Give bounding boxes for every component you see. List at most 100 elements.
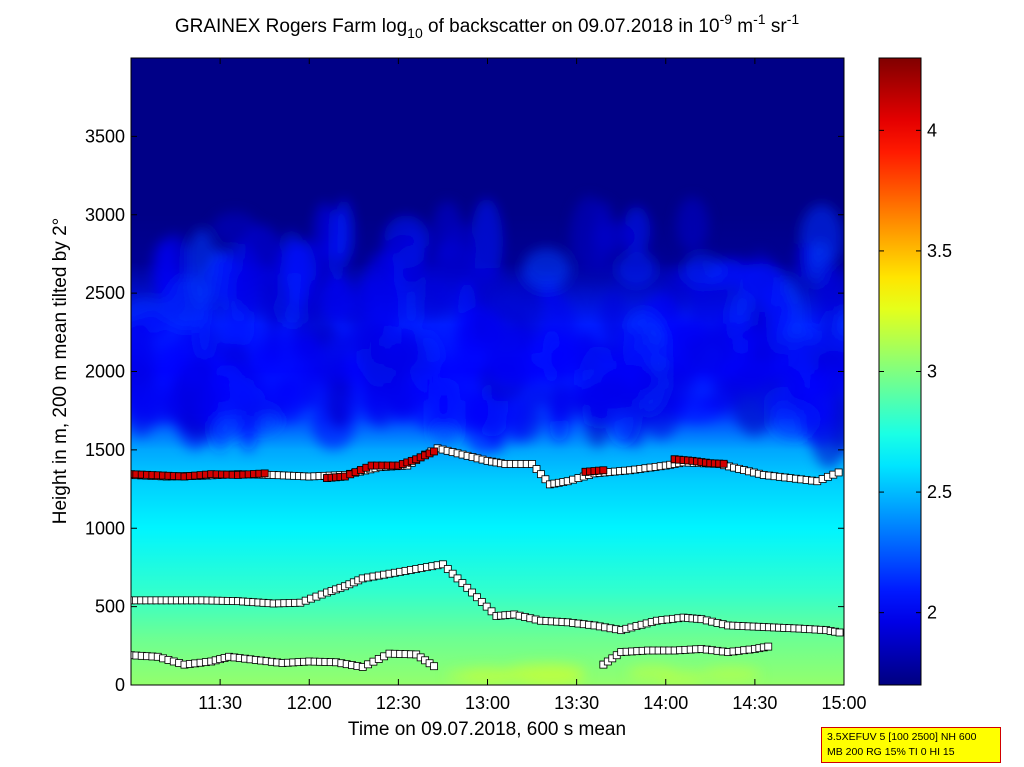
texture-blob: [320, 277, 355, 323]
layer-marker: [477, 598, 486, 606]
y-tick-label: 0: [115, 675, 125, 695]
texture-blob: [778, 335, 816, 367]
settings-info-box: 3.5XEFUV 5 [100 2500] NH 600 MB 200 RG 1…: [821, 727, 1001, 763]
texture-blob: [627, 664, 677, 681]
colorbar-tick-label: 3.5: [927, 241, 952, 261]
texture-blob: [522, 248, 571, 291]
layer-marker: [430, 662, 438, 671]
texture-blob: [634, 365, 664, 392]
texture-blob: [151, 239, 177, 301]
x-tick-label: 12:30: [376, 693, 421, 713]
x-tick-label: 14:00: [643, 693, 688, 713]
chart-title: GRAINEX Rogers Farm log10 of backscatter…: [175, 11, 799, 41]
layer-marker: [541, 475, 550, 484]
layer-marker: [835, 628, 844, 637]
texture-blob: [525, 385, 548, 407]
title-exp-3: -1: [787, 11, 800, 27]
title-log-subscript: 10: [407, 25, 423, 41]
colorbar-tick-label: 2.5: [927, 482, 952, 502]
layer-marker: [473, 593, 481, 602]
y-tick-label: 1500: [85, 440, 125, 460]
layer-marker: [599, 466, 608, 475]
texture-blob: [615, 251, 657, 288]
texture-blob: [305, 279, 323, 321]
texture-blob: [442, 223, 477, 277]
texture-blob: [546, 382, 569, 422]
x-tick-label: 11:30: [198, 693, 242, 713]
colorbar-axis: 2 2.5 3 3.5 4: [879, 120, 952, 623]
info-line-2: MB 200 RG 15% TI 0 HI 15: [827, 746, 955, 758]
texture-blob: [329, 363, 362, 382]
x-tick-label: 12:00: [287, 693, 332, 713]
layer-marker: [482, 602, 491, 611]
x-tick-label: 14:30: [732, 693, 777, 713]
title-exp-1: -9: [720, 11, 733, 27]
y-axis: 0 500 1000 1500 2000 2500 3000 3500: [85, 126, 844, 695]
texture-blob: [783, 369, 832, 401]
texture-blob: [489, 348, 548, 386]
layer-marker: [453, 574, 462, 583]
y-tick-label: 1000: [85, 518, 125, 538]
layer-marker: [528, 460, 536, 468]
layer-marker: [834, 468, 843, 477]
texture-blob: [575, 382, 635, 423]
colorbar: 2 2.5 3 3.5 4: [878, 57, 952, 686]
layer-markers: [131, 444, 844, 671]
title-middle: of backscatter on 09.07.2018 in 10: [423, 16, 720, 37]
texture-blob: [816, 257, 841, 342]
texture-blob: [292, 334, 318, 361]
texture-blob: [415, 280, 449, 319]
layer-marker: [468, 588, 477, 597]
texture-blob: [626, 383, 678, 422]
texture-blob: [806, 334, 844, 370]
texture-blob: [730, 368, 766, 385]
layer-marker: [532, 465, 541, 473]
layer-marker: [463, 583, 472, 592]
texture-blob: [131, 357, 151, 390]
texture-blob: [189, 357, 237, 388]
texture-blob: [470, 198, 503, 285]
texture-blob: [250, 350, 282, 370]
texture-blob: [701, 666, 761, 683]
layer-marker: [487, 607, 496, 616]
y-tick-label: 3500: [85, 126, 125, 146]
texture-blob: [461, 390, 489, 430]
y-axis-label: Height in m, 200 m mean tilted by 2°: [50, 218, 71, 524]
x-tick-label: 13:00: [465, 693, 510, 713]
x-axis-label: Time on 09.07.2018, 600 s mean: [348, 719, 626, 740]
x-tick-label: 15:00: [821, 693, 866, 713]
texture-blob: [186, 228, 217, 307]
layer-marker: [537, 470, 545, 479]
texture-blob: [732, 339, 756, 356]
title-prefix: GRAINEX Rogers Farm log: [175, 16, 407, 37]
y-tick-label: 3000: [85, 205, 125, 225]
texture-blob: [213, 343, 248, 361]
texture-blob: [435, 395, 457, 424]
texture-blob: [361, 383, 421, 413]
texture-blob: [570, 196, 610, 274]
texture-blob: [219, 309, 255, 349]
texture-blob: [597, 348, 645, 375]
texture-layer: [131, 196, 844, 685]
layer-marker: [458, 579, 467, 588]
y-tick-label: 2500: [85, 283, 125, 303]
texture-blob: [505, 326, 536, 356]
colorbar-tick-label: 4: [927, 120, 937, 140]
texture-blob: [262, 273, 290, 327]
x-tick-label: 13:30: [554, 693, 599, 713]
texture-blob: [665, 352, 691, 376]
texture-blob: [378, 343, 416, 369]
layer-marker: [719, 459, 728, 468]
y-tick-label: 2000: [85, 362, 125, 382]
plot-area: [131, 58, 844, 685]
texture-blob: [687, 336, 710, 370]
texture-blob: [242, 374, 274, 417]
texture-blob: [464, 668, 515, 685]
colorbar-tick-label: 2: [927, 603, 937, 623]
colorbar-gradient: [879, 58, 921, 685]
texture-blob: [617, 328, 657, 348]
texture-blob: [302, 368, 333, 411]
texture-blob: [460, 337, 489, 356]
layer-marker: [439, 560, 447, 569]
texture-blob: [350, 316, 386, 359]
